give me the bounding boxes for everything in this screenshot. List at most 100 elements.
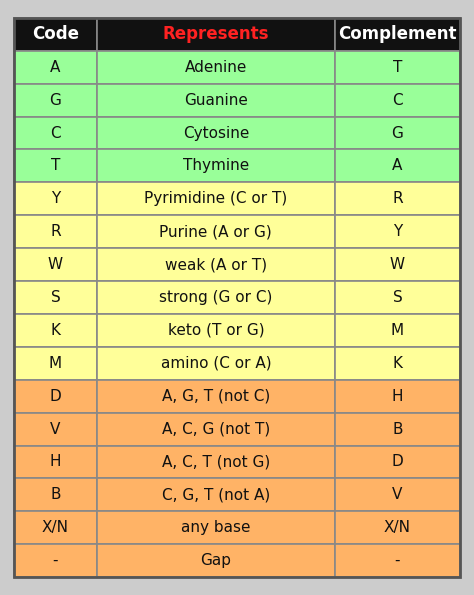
Text: Represents: Represents (163, 26, 269, 43)
Text: Y: Y (393, 224, 402, 239)
Text: Gap: Gap (201, 553, 231, 568)
Text: Complement: Complement (338, 26, 456, 43)
Text: Thymine: Thymine (182, 158, 249, 173)
Bar (335, 18, 460, 51)
Text: W: W (390, 257, 405, 272)
Bar (335, 446, 460, 478)
Text: A: A (392, 158, 402, 173)
Bar (335, 215, 460, 248)
Bar (14, 511, 97, 544)
Text: H: H (392, 389, 403, 403)
Text: G: G (392, 126, 403, 140)
Bar (335, 380, 460, 413)
Text: X/N: X/N (42, 520, 69, 536)
Text: Pyrimidine (C or T): Pyrimidine (C or T) (144, 192, 287, 206)
Bar (97, 511, 335, 544)
Text: any base: any base (181, 520, 251, 536)
Text: T: T (393, 60, 402, 75)
Bar (335, 511, 460, 544)
Text: S: S (51, 290, 60, 305)
Text: V: V (392, 487, 402, 502)
Bar (335, 117, 460, 149)
Bar (14, 117, 97, 149)
Bar (335, 347, 460, 380)
Bar (97, 248, 335, 281)
Text: C: C (50, 126, 61, 140)
Text: C, G, T (not A): C, G, T (not A) (162, 487, 270, 502)
Text: W: W (48, 257, 63, 272)
Text: C: C (392, 93, 403, 108)
Text: X/N: X/N (384, 520, 411, 536)
Text: A, C, T (not G): A, C, T (not G) (162, 455, 270, 469)
Text: Guanine: Guanine (184, 93, 248, 108)
Bar (97, 478, 335, 511)
Text: Cytosine: Cytosine (182, 126, 249, 140)
Text: keto (T or G): keto (T or G) (167, 323, 264, 338)
Text: B: B (50, 487, 61, 502)
Text: R: R (392, 192, 403, 206)
Text: Y: Y (51, 192, 60, 206)
Bar (14, 544, 97, 577)
Bar (97, 314, 335, 347)
Text: R: R (50, 224, 61, 239)
Bar (97, 544, 335, 577)
Bar (97, 446, 335, 478)
Bar (335, 182, 460, 215)
Bar (14, 248, 97, 281)
Text: Purine (A or G): Purine (A or G) (159, 224, 272, 239)
Text: D: D (392, 455, 403, 469)
Bar (335, 281, 460, 314)
Text: -: - (395, 553, 400, 568)
Bar (14, 478, 97, 511)
Bar (14, 347, 97, 380)
Text: D: D (50, 389, 61, 403)
Bar (97, 182, 335, 215)
Bar (335, 478, 460, 511)
Bar (97, 281, 335, 314)
Bar (97, 117, 335, 149)
Bar (14, 149, 97, 182)
Bar (335, 544, 460, 577)
Text: T: T (51, 158, 60, 173)
Text: K: K (392, 356, 402, 371)
Bar (14, 51, 97, 84)
Bar (14, 84, 97, 117)
Bar (14, 314, 97, 347)
Bar (97, 84, 335, 117)
Bar (335, 248, 460, 281)
Text: G: G (49, 93, 61, 108)
Bar (14, 18, 97, 51)
Text: Adenine: Adenine (185, 60, 247, 75)
Text: A: A (50, 60, 61, 75)
Text: weak (A or T): weak (A or T) (165, 257, 267, 272)
Bar (14, 281, 97, 314)
Bar (97, 149, 335, 182)
Bar (97, 347, 335, 380)
Text: A, C, G (not T): A, C, G (not T) (162, 422, 270, 437)
Bar (14, 380, 97, 413)
Text: V: V (50, 422, 61, 437)
Text: amino (C or A): amino (C or A) (161, 356, 271, 371)
Bar (14, 413, 97, 446)
Text: Code: Code (32, 26, 79, 43)
Text: K: K (50, 323, 60, 338)
Text: strong (G or C): strong (G or C) (159, 290, 273, 305)
Bar (335, 84, 460, 117)
Text: M: M (391, 323, 404, 338)
Text: S: S (392, 290, 402, 305)
Bar (97, 51, 335, 84)
Bar (97, 380, 335, 413)
Text: -: - (53, 553, 58, 568)
Bar (14, 446, 97, 478)
Text: M: M (49, 356, 62, 371)
Bar (335, 314, 460, 347)
Bar (335, 149, 460, 182)
Bar (335, 51, 460, 84)
Bar (97, 215, 335, 248)
Bar (335, 413, 460, 446)
Bar (97, 413, 335, 446)
Bar (97, 18, 335, 51)
Bar (14, 182, 97, 215)
Bar (14, 215, 97, 248)
Text: H: H (50, 455, 61, 469)
